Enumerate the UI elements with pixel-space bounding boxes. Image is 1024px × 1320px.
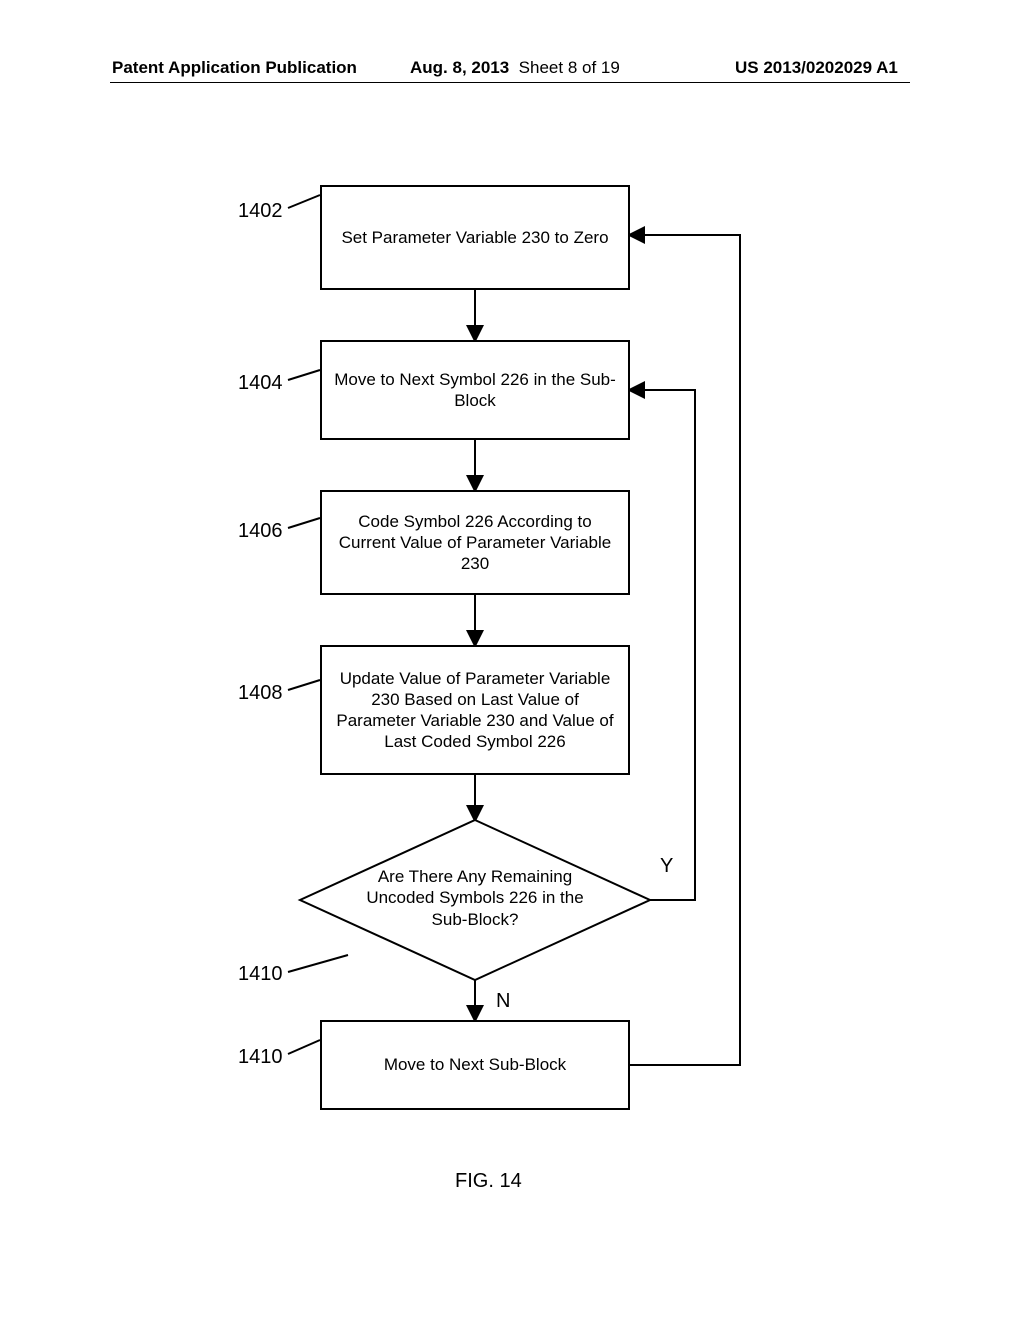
edge-1410-1404-y <box>630 390 695 900</box>
leader-1410d <box>288 955 348 972</box>
decision-1410-text: Are There Any Remaining Uncoded Symbols … <box>355 866 595 930</box>
edge-1412-1402-loop <box>630 235 740 1065</box>
leader-1412 <box>288 1040 320 1054</box>
leader-1406 <box>288 518 320 528</box>
leader-1402 <box>288 195 320 208</box>
step-1412: Move to Next Sub-Block <box>320 1020 630 1110</box>
step-1404: Move to Next Symbol 226 in the Sub-Block <box>320 340 630 440</box>
ref-1410d: 1410 <box>238 963 283 986</box>
ref-1402: 1402 <box>238 200 283 223</box>
step-1406: Code Symbol 226 According to Current Val… <box>320 490 630 595</box>
ref-1412: 1410 <box>238 1046 283 1069</box>
step-1408: Update Value of Parameter Variable 230 B… <box>320 645 630 775</box>
step-1402: Set Parameter Variable 230 to Zero <box>320 185 630 290</box>
leader-1408 <box>288 680 320 690</box>
leader-1404 <box>288 370 320 380</box>
edge-label-n: N <box>496 990 510 1013</box>
edge-label-y: Y <box>660 855 673 878</box>
ref-1408: 1408 <box>238 682 283 705</box>
ref-1404: 1404 <box>238 372 283 395</box>
figure-label: FIG. 14 <box>455 1170 522 1193</box>
ref-1406: 1406 <box>238 520 283 543</box>
